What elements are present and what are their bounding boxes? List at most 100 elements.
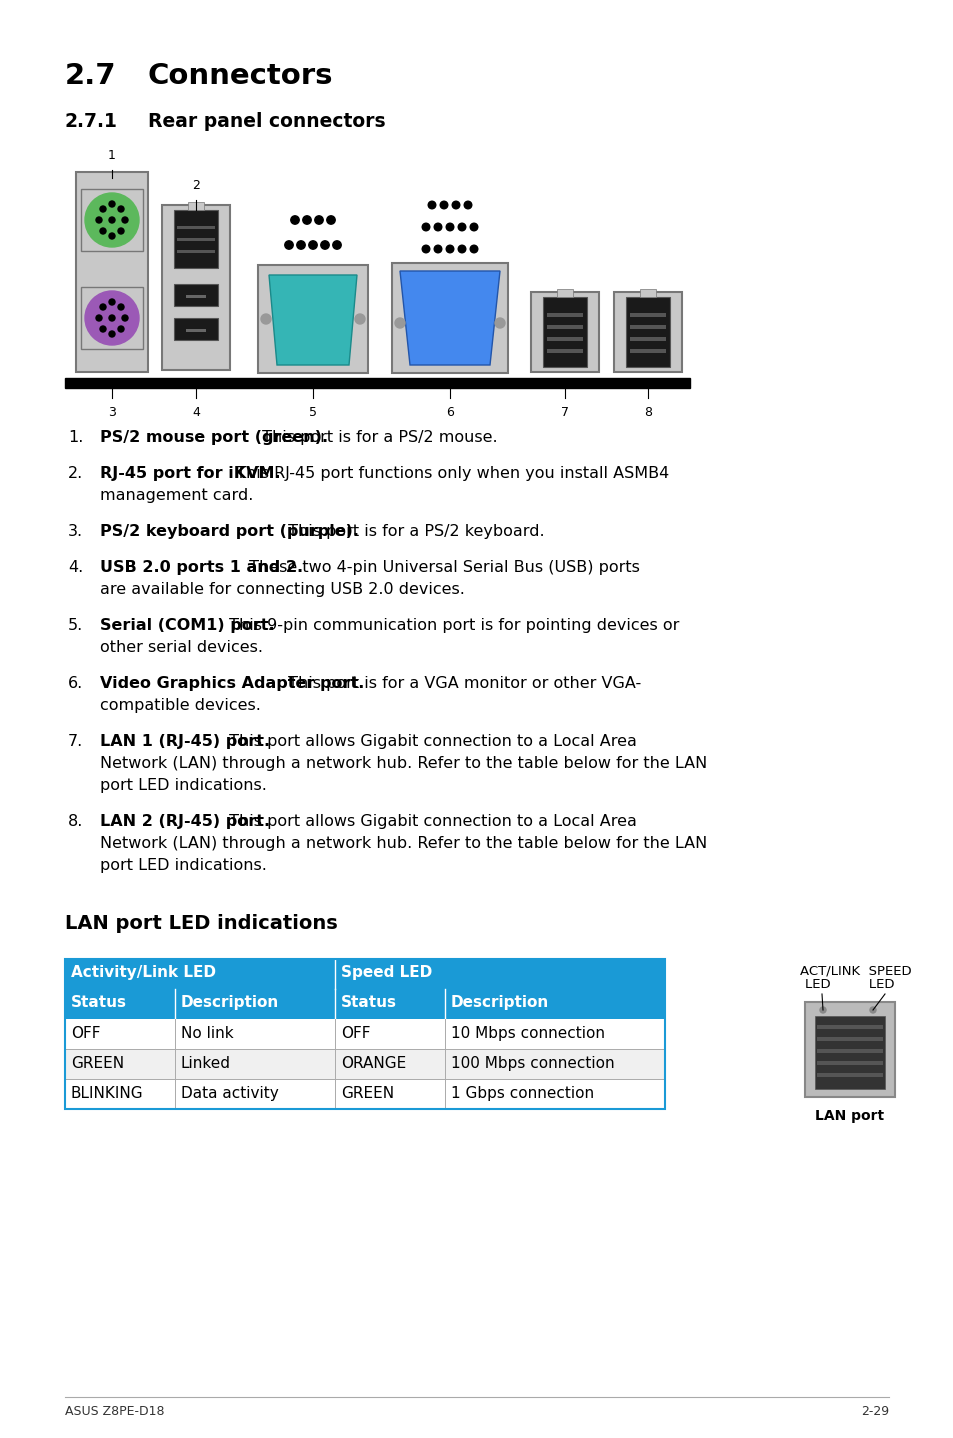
- Text: This port is for a PS/2 mouse.: This port is for a PS/2 mouse.: [257, 430, 497, 444]
- Text: LAN port: LAN port: [815, 1109, 883, 1123]
- Text: 8: 8: [643, 406, 651, 418]
- Bar: [76, 173, 148, 372]
- Bar: [65, 1020, 664, 1048]
- Text: Status: Status: [340, 995, 396, 1009]
- Text: No link: No link: [181, 1025, 233, 1041]
- Circle shape: [85, 193, 139, 247]
- Text: ASUS Z8PE-D18: ASUS Z8PE-D18: [65, 1405, 164, 1418]
- Circle shape: [109, 331, 115, 336]
- Polygon shape: [399, 270, 499, 365]
- Circle shape: [355, 313, 365, 324]
- Bar: [546, 325, 582, 329]
- Bar: [173, 318, 218, 339]
- Bar: [65, 959, 664, 989]
- Text: 3: 3: [108, 406, 116, 418]
- Circle shape: [118, 303, 124, 311]
- Bar: [629, 313, 665, 316]
- Bar: [625, 298, 669, 367]
- Circle shape: [96, 217, 102, 223]
- Circle shape: [100, 229, 106, 234]
- Bar: [629, 325, 665, 329]
- Bar: [177, 226, 214, 229]
- Bar: [542, 298, 586, 367]
- Bar: [65, 1048, 664, 1078]
- Text: 1: 1: [108, 150, 116, 162]
- Text: 2.7.1: 2.7.1: [65, 112, 118, 131]
- Circle shape: [109, 201, 115, 207]
- Bar: [162, 206, 230, 370]
- Circle shape: [296, 240, 305, 249]
- Text: GREEN: GREEN: [71, 1055, 124, 1071]
- Text: Connectors: Connectors: [148, 62, 334, 91]
- Text: LAN 2 (RJ-45) port.: LAN 2 (RJ-45) port.: [100, 814, 270, 828]
- Text: ORANGE: ORANGE: [340, 1055, 406, 1071]
- Text: 6: 6: [446, 406, 454, 418]
- Circle shape: [495, 318, 504, 328]
- Text: Data activity: Data activity: [181, 1086, 278, 1102]
- Bar: [557, 289, 573, 298]
- Bar: [816, 1025, 882, 1030]
- Bar: [65, 959, 664, 1109]
- Text: PS/2 keyboard port (purple).: PS/2 keyboard port (purple).: [100, 523, 358, 539]
- Circle shape: [446, 223, 454, 232]
- Text: This port is for a VGA monitor or other VGA-: This port is for a VGA monitor or other …: [283, 676, 641, 692]
- Bar: [65, 1078, 664, 1109]
- Circle shape: [118, 229, 124, 234]
- Text: Description: Description: [181, 995, 279, 1009]
- Text: 1.: 1.: [68, 430, 83, 444]
- Text: OFF: OFF: [71, 1025, 100, 1041]
- Text: 6.: 6.: [68, 676, 83, 692]
- Circle shape: [820, 1007, 825, 1012]
- Bar: [546, 336, 582, 341]
- Text: This port allows Gigabit connection to a Local Area: This port allows Gigabit connection to a…: [224, 733, 637, 749]
- Bar: [173, 283, 218, 306]
- Circle shape: [109, 217, 115, 223]
- Bar: [816, 1061, 882, 1066]
- Text: 1 Gbps connection: 1 Gbps connection: [451, 1086, 594, 1102]
- Bar: [81, 288, 143, 349]
- Bar: [614, 292, 681, 372]
- Text: Description: Description: [451, 995, 549, 1009]
- Circle shape: [470, 246, 477, 253]
- Text: Network (LAN) through a network hub. Refer to the table below for the LAN: Network (LAN) through a network hub. Ref…: [100, 835, 706, 851]
- Text: LED         LED: LED LED: [804, 978, 894, 991]
- Bar: [65, 378, 689, 388]
- Polygon shape: [269, 275, 356, 365]
- Bar: [639, 289, 656, 298]
- Text: 2-29: 2-29: [860, 1405, 888, 1418]
- Bar: [629, 349, 665, 352]
- Text: BLINKING: BLINKING: [71, 1086, 144, 1102]
- Circle shape: [122, 217, 128, 223]
- Text: 2.7: 2.7: [65, 62, 116, 91]
- Text: 7.: 7.: [68, 733, 83, 749]
- Circle shape: [457, 246, 465, 253]
- Circle shape: [464, 201, 472, 209]
- Bar: [257, 265, 368, 372]
- Bar: [186, 329, 206, 332]
- Text: 3.: 3.: [68, 523, 83, 539]
- Circle shape: [285, 240, 293, 249]
- Bar: [392, 263, 507, 372]
- Text: LAN port LED indications: LAN port LED indications: [65, 915, 337, 933]
- Circle shape: [446, 246, 454, 253]
- Text: port LED indications.: port LED indications.: [100, 778, 267, 792]
- Circle shape: [869, 1007, 875, 1012]
- Text: LAN 1 (RJ-45) port.: LAN 1 (RJ-45) port.: [100, 733, 270, 749]
- Text: 2: 2: [192, 178, 200, 193]
- Circle shape: [452, 201, 459, 209]
- Text: RJ-45 port for iKVM.: RJ-45 port for iKVM.: [100, 466, 280, 480]
- Circle shape: [434, 223, 441, 232]
- Circle shape: [422, 246, 430, 253]
- Text: ACT/LINK  SPEED: ACT/LINK SPEED: [800, 963, 911, 976]
- Circle shape: [291, 216, 299, 224]
- Text: Status: Status: [71, 995, 127, 1009]
- Circle shape: [434, 246, 441, 253]
- Bar: [531, 292, 598, 372]
- Text: USB 2.0 ports 1 and 2.: USB 2.0 ports 1 and 2.: [100, 559, 303, 575]
- Bar: [177, 239, 214, 242]
- Text: This port is for a PS/2 keyboard.: This port is for a PS/2 keyboard.: [283, 523, 544, 539]
- Circle shape: [302, 216, 311, 224]
- Circle shape: [100, 326, 106, 332]
- Text: These two 4-pin Universal Serial Bus (USB) ports: These two 4-pin Universal Serial Bus (US…: [244, 559, 639, 575]
- Text: other serial devices.: other serial devices.: [100, 640, 263, 654]
